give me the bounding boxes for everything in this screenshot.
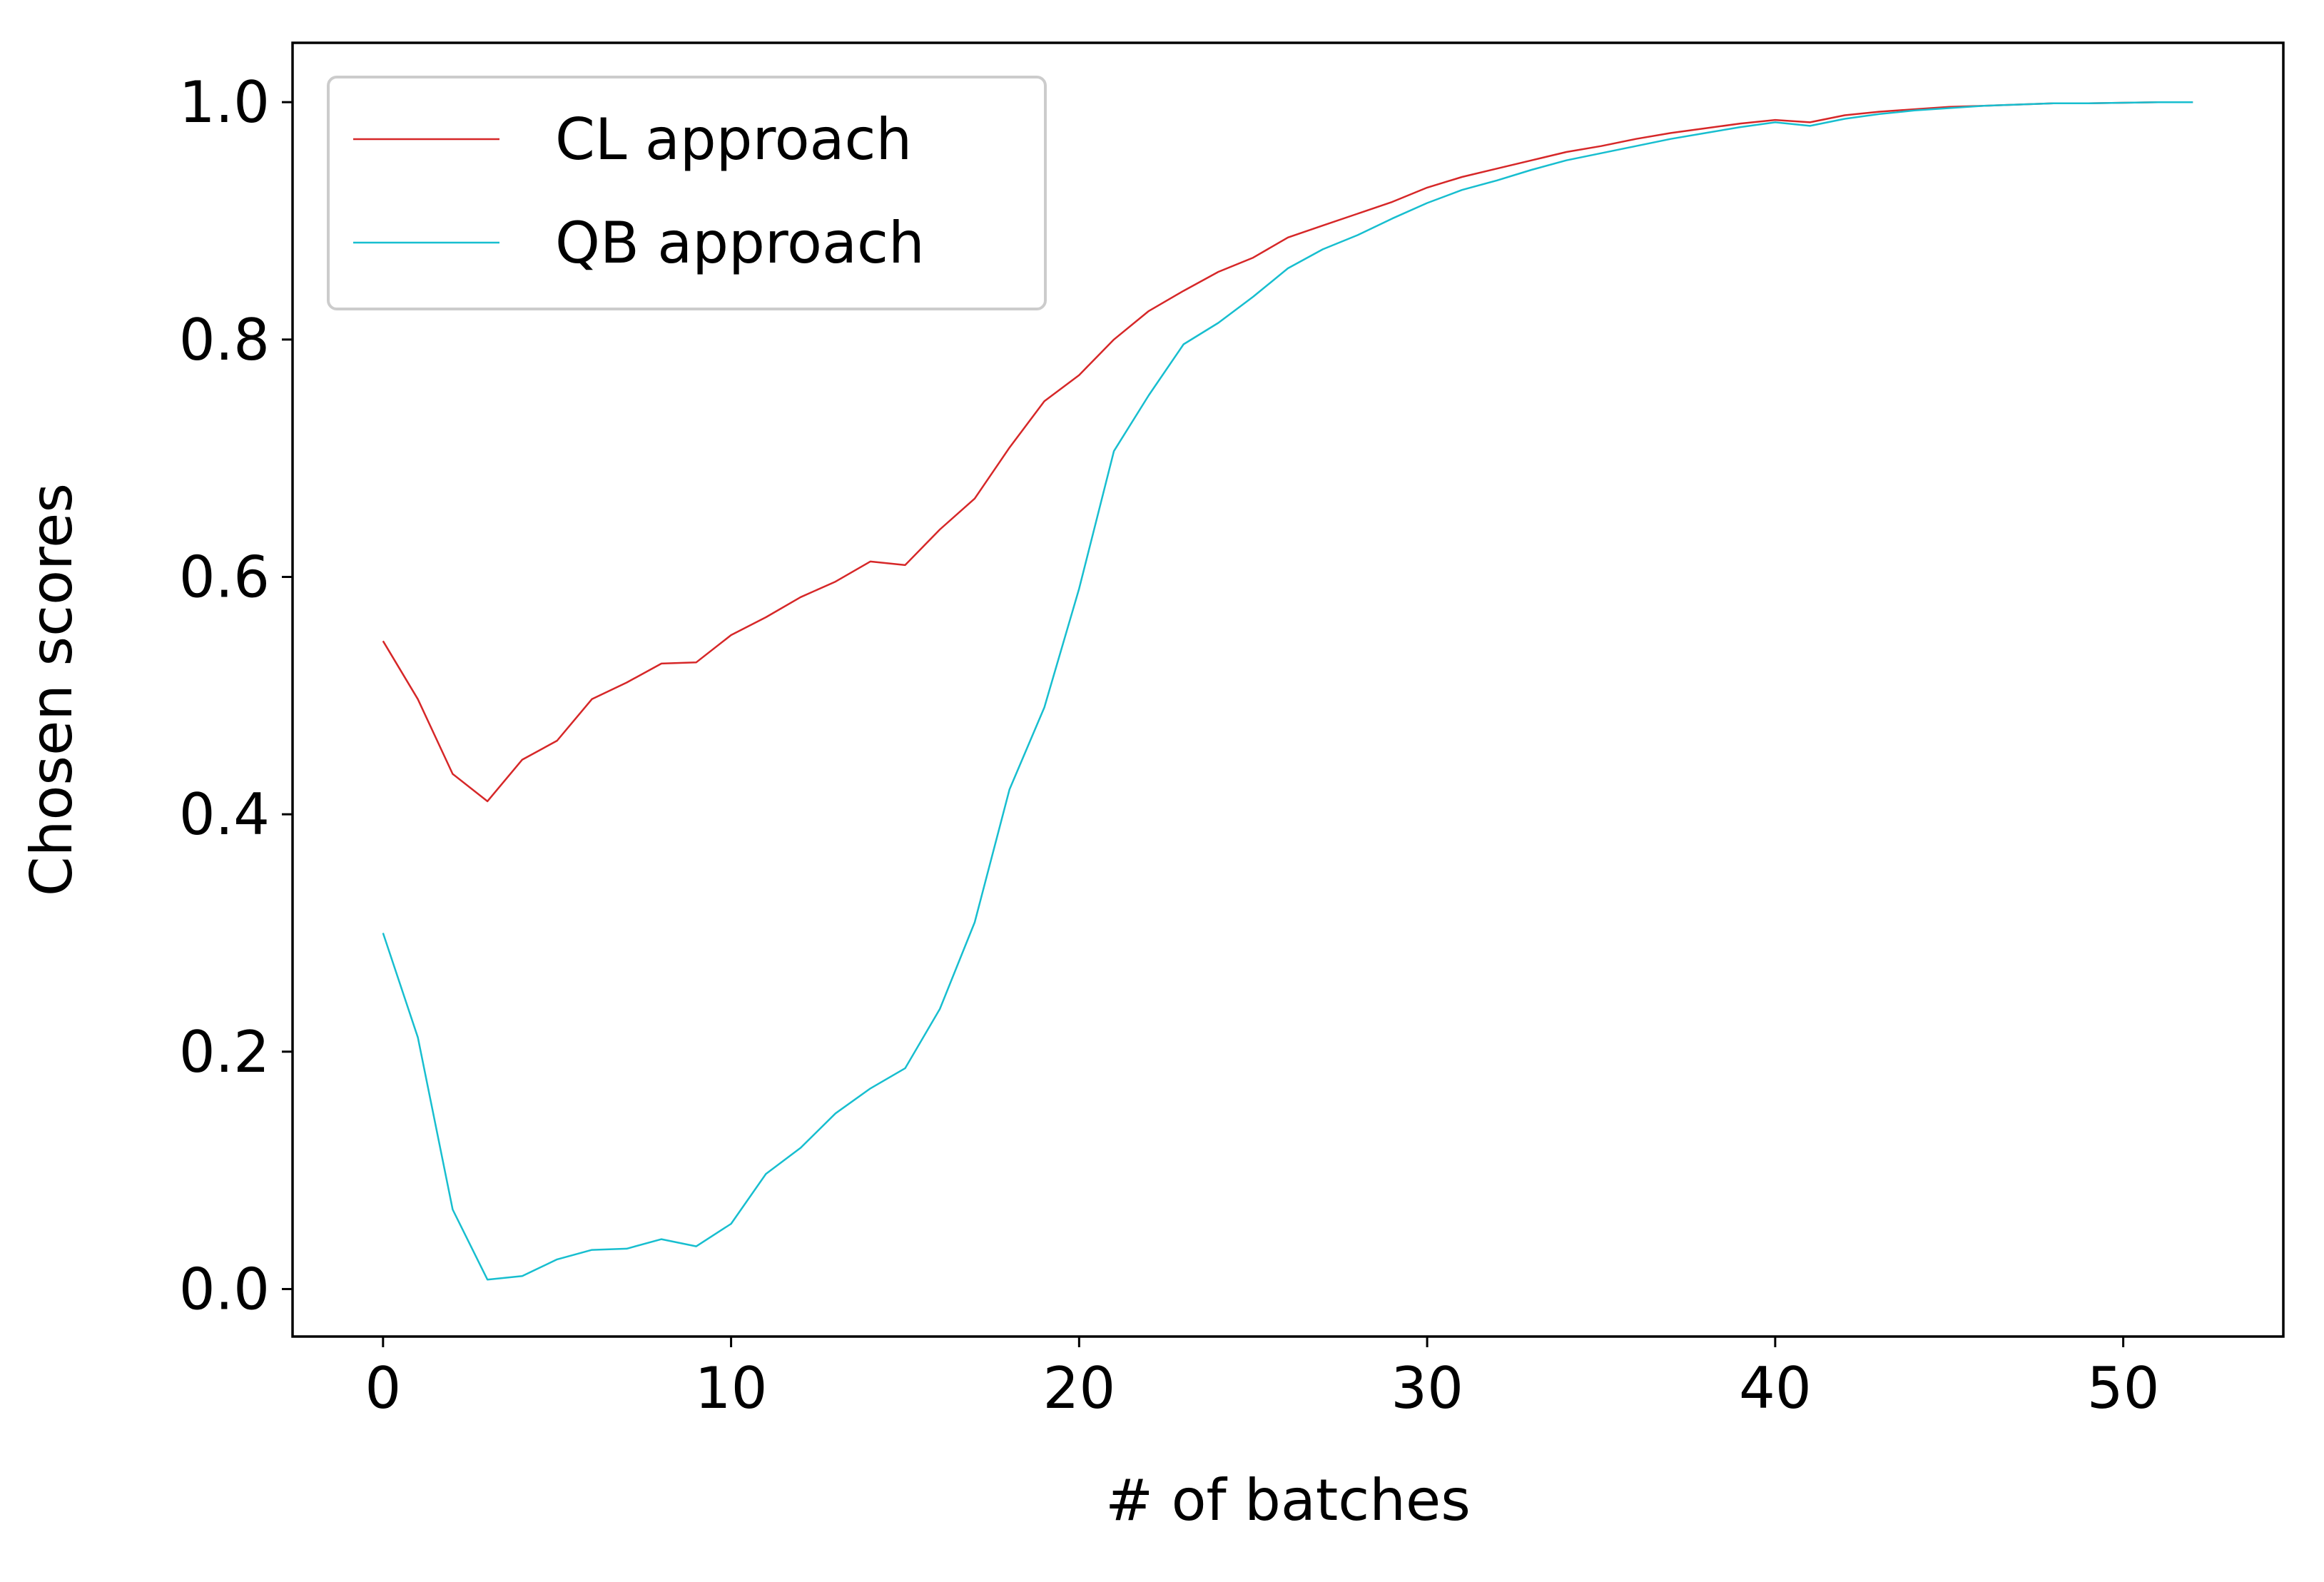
x-tick-label: 10 [695,1355,768,1421]
legend-box [327,76,1047,310]
y-tick-label: 0.0 [179,1256,270,1322]
y-tick-label: 0.2 [179,1019,270,1085]
legend: CL approach QB approach [327,76,1047,310]
x-axis-ticks: 0 10 20 30 40 50 [365,1337,2160,1421]
y-axis-ticks: 0.0 0.2 0.4 0.6 0.8 1.0 [179,69,293,1322]
y-tick-label: 0.4 [179,781,270,848]
x-tick-label: 40 [1739,1355,1812,1421]
y-tick-label: 1.0 [179,69,270,136]
x-tick-label: 20 [1042,1355,1115,1421]
x-tick-label: 30 [1391,1355,1463,1421]
y-tick-label: 0.8 [179,307,270,373]
x-axis-label: # of batches [1105,1467,1471,1533]
legend-label-cl-approach: CL approach [555,106,912,173]
series-line-qb-approach [382,101,2193,1281]
series-line-cl-approach [382,101,2193,803]
legend-label-qb-approach: QB approach [555,210,925,276]
plot-area-frame [291,41,2285,1338]
y-axis-label: Chosen scores [19,483,85,896]
y-tick-label: 0.6 [179,544,270,610]
x-tick-label: 0 [365,1355,401,1421]
series-layer [382,101,2193,1281]
x-tick-label: 50 [2087,1355,2160,1421]
